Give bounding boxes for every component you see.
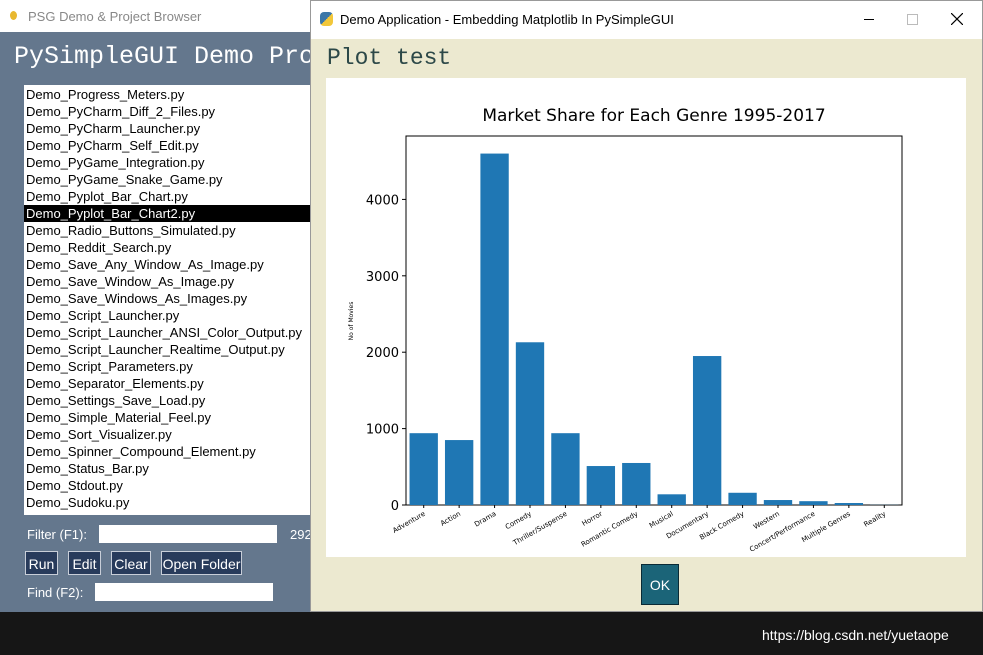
edit-button[interactable]: Edit bbox=[68, 551, 101, 575]
clear-button[interactable]: Clear bbox=[111, 551, 151, 575]
x-tick-label: Comedy bbox=[504, 510, 533, 531]
x-tick-label: Concert/Performance bbox=[748, 510, 816, 554]
dialog-window: Demo Application - Embedding Matplotlib … bbox=[310, 0, 983, 612]
chart: Market Share for Each Genre 1995-2017 No… bbox=[326, 78, 966, 557]
file-item[interactable]: Demo_Sudoku.py bbox=[26, 495, 130, 510]
y-tick-label: 4000 bbox=[366, 193, 399, 208]
bar bbox=[444, 440, 474, 505]
bar bbox=[834, 503, 864, 505]
file-item[interactable]: Demo_Script_Launcher_ANSI_Color_Output.p… bbox=[26, 325, 303, 340]
file-item[interactable]: Demo_Status_Bar.py bbox=[26, 461, 149, 476]
file-item[interactable]: Demo_Sort_Visualizer.py bbox=[26, 427, 172, 442]
x-tick-label: Drama bbox=[473, 510, 498, 529]
heading: Plot test bbox=[327, 45, 452, 71]
file-list[interactable]: Demo_Progress_Meters.py Demo_PyCharm_Diff… bbox=[24, 85, 324, 515]
browser-window: PSG Demo & Project Browser PySimpleGUI D… bbox=[0, 0, 329, 612]
chart-title: Market Share for Each Genre 1995-2017 bbox=[482, 106, 825, 126]
app-icon bbox=[10, 11, 17, 20]
file-item[interactable]: Demo_PyGame_Snake_Game.py bbox=[26, 172, 223, 187]
ok-button[interactable]: OK bbox=[641, 564, 679, 605]
bar bbox=[657, 494, 686, 505]
minimize-button[interactable] bbox=[864, 19, 874, 20]
maximize-button[interactable] bbox=[907, 14, 918, 25]
file-item[interactable]: Demo_Settings_Save_Load.py bbox=[26, 393, 206, 408]
bar bbox=[515, 342, 545, 505]
y-tick-label: 2000 bbox=[366, 346, 399, 361]
filter-label: Filter (F1): bbox=[27, 527, 87, 542]
file-item[interactable]: Demo_Stdout.py bbox=[26, 478, 123, 493]
bar bbox=[551, 433, 580, 505]
file-item[interactable]: Demo_Spinner_Compound_Element.py bbox=[26, 444, 256, 459]
file-item[interactable]: Demo_Reddit_Search.py bbox=[26, 240, 172, 255]
file-item[interactable]: Demo_Separator_Elements.py bbox=[26, 376, 204, 391]
file-item[interactable]: Demo_PyCharm_Self_Edit.py bbox=[26, 138, 199, 153]
file-item[interactable]: Demo_Script_Parameters.py bbox=[26, 359, 193, 374]
run-button[interactable]: Run bbox=[25, 551, 58, 575]
find-label: Find (F2): bbox=[27, 585, 84, 600]
y-axis-label: No of Movies bbox=[348, 302, 355, 341]
file-item[interactable]: Demo_Save_Window_As_Image.py bbox=[26, 274, 235, 289]
bar bbox=[409, 433, 438, 505]
x-tick-label: Musical bbox=[648, 510, 675, 530]
x-tick-label: Reality bbox=[863, 510, 888, 529]
bar bbox=[763, 500, 793, 505]
file-item[interactable]: Demo_Save_Windows_As_Images.py bbox=[26, 291, 248, 306]
y-tick-label: 1000 bbox=[366, 423, 399, 438]
bar bbox=[622, 462, 651, 505]
x-tick-label: Horror bbox=[581, 510, 604, 528]
bar bbox=[692, 356, 722, 505]
window-title: PSG Demo & Project Browser bbox=[28, 9, 202, 24]
file-item[interactable]: Demo_Pyplot_Bar_Chart.py bbox=[26, 189, 188, 204]
close-button[interactable] bbox=[951, 13, 963, 25]
file-item[interactable]: Demo_PyCharm_Diff_2_Files.py bbox=[26, 104, 216, 119]
window-title: Demo Application - Embedding Matplotlib … bbox=[340, 12, 674, 27]
bar bbox=[728, 492, 757, 505]
bar bbox=[799, 501, 828, 505]
y-tick-label: 0 bbox=[391, 499, 399, 514]
y-tick-label: 3000 bbox=[366, 270, 399, 285]
count: 292 bbox=[290, 527, 312, 542]
file-item[interactable]: Demo_Pyplot_Bar_Chart2.py bbox=[24, 205, 324, 222]
file-item[interactable]: Demo_Radio_Buttons_Simulated.py bbox=[26, 223, 236, 238]
watermark: https://blog.csdn.net/yuetaope bbox=[762, 627, 949, 643]
plot-frame bbox=[405, 135, 903, 506]
app-icon bbox=[320, 12, 333, 26]
heading: PySimpleGUI Demo Prog bbox=[14, 42, 330, 71]
x-tick-label: Action bbox=[439, 510, 462, 528]
bar bbox=[586, 466, 616, 505]
open-folder-button[interactable]: Open Folder bbox=[161, 551, 242, 575]
file-item[interactable]: Demo_PyGame_Integration.py bbox=[26, 155, 205, 170]
file-item[interactable]: Demo_PyCharm_Launcher.py bbox=[26, 121, 201, 136]
title-bar: Demo Application - Embedding Matplotlib … bbox=[311, 1, 982, 39]
title-bar: PSG Demo & Project Browser bbox=[0, 0, 320, 32]
file-item[interactable]: Demo_Save_Any_Window_As_Image.py bbox=[26, 257, 264, 272]
file-item[interactable]: Demo_Progress_Meters.py bbox=[26, 87, 185, 102]
find-input[interactable] bbox=[95, 583, 273, 601]
file-item[interactable]: Demo_Script_Launcher.py bbox=[26, 308, 180, 323]
file-item[interactable]: Demo_Simple_Material_Feel.py bbox=[26, 410, 211, 425]
bar bbox=[480, 153, 509, 506]
file-item[interactable]: Demo_Script_Launcher_Realtime_Output.py bbox=[26, 342, 285, 357]
filter-input[interactable] bbox=[99, 525, 277, 543]
x-tick-label: Western bbox=[752, 510, 781, 531]
